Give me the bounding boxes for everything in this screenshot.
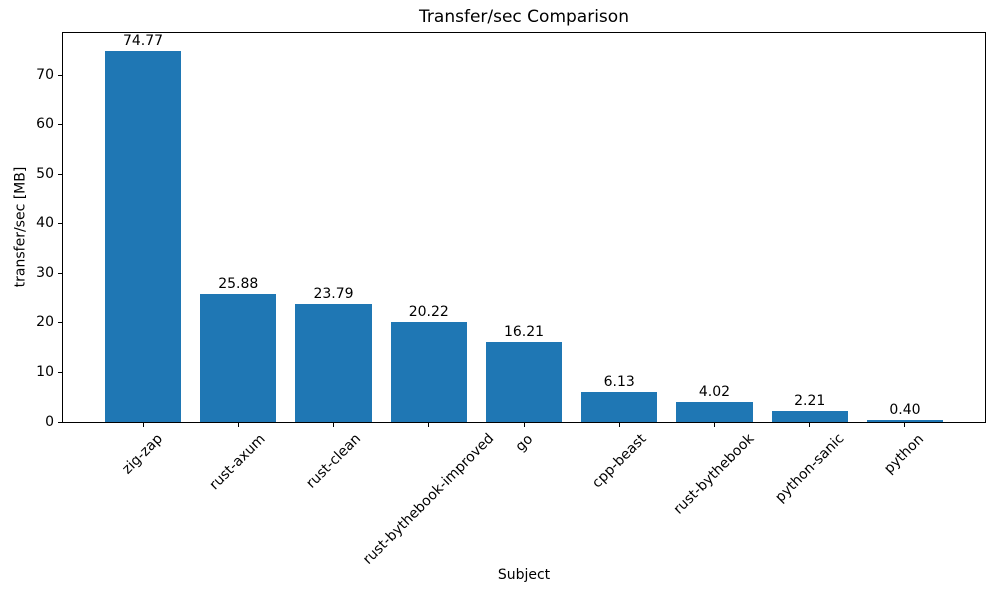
bar-value-label: 6.13 xyxy=(603,373,635,390)
x-tick-mark xyxy=(618,422,620,427)
bar-value-label: 25.88 xyxy=(218,275,259,292)
y-tick-label: 70 xyxy=(36,66,54,83)
x-tick-label: rust-axum xyxy=(206,431,269,494)
y-tick-mark xyxy=(58,223,62,225)
chart-bar xyxy=(485,341,563,422)
chart-bar xyxy=(771,411,848,422)
chart-bar xyxy=(581,391,658,422)
y-tick-mark xyxy=(58,272,62,274)
bar-value-label: 16.21 xyxy=(503,323,545,340)
bar-value-label: 2.21 xyxy=(794,393,826,410)
y-tick-mark xyxy=(58,124,62,126)
chart-bar xyxy=(390,321,467,422)
bar-value-label: 74.77 xyxy=(122,33,164,50)
x-tick-label: rust-bythebook-improved xyxy=(359,430,497,569)
y-tick-mark xyxy=(58,74,62,76)
y-tick-label: 0 xyxy=(45,413,54,430)
plot-area: 74.77 zig-zap 25.88 rust-axum 23.79 rust-clea… xyxy=(36,32,986,568)
y-tick-label: 30 xyxy=(36,264,54,281)
x-tick-label: cpp-beast xyxy=(588,430,650,492)
chart-bar xyxy=(866,420,944,422)
x-tick-mark xyxy=(142,422,144,427)
chart-bar xyxy=(200,293,277,422)
chart-bar xyxy=(295,304,372,422)
chart-bar xyxy=(104,51,182,422)
y-tick-label: 60 xyxy=(36,116,54,133)
y-tick-mark xyxy=(58,173,62,175)
x-tick-label: python xyxy=(881,430,928,477)
y-tick-label: 10 xyxy=(36,363,54,380)
x-tick-mark xyxy=(237,422,239,427)
x-axis-label: Subject xyxy=(497,567,551,583)
y-tick-label: 50 xyxy=(36,165,54,182)
x-tick-label: rust-bythebook xyxy=(670,431,758,518)
x-tick-mark xyxy=(904,422,906,427)
y-tick-mark xyxy=(58,371,62,373)
y-tick-label: 40 xyxy=(36,215,54,232)
x-tick-label: go xyxy=(512,430,536,455)
chart-title: Transfer/sec Comparison xyxy=(419,7,629,27)
bar-value-label: 20.22 xyxy=(408,303,449,320)
y-tick-label: 20 xyxy=(36,314,54,331)
bar-value-label: 0.40 xyxy=(889,402,921,419)
x-tick-mark xyxy=(713,422,715,427)
x-tick-label: zig-zap xyxy=(119,430,166,478)
bar-value-label: 4.02 xyxy=(698,384,731,401)
x-tick-label: python-sanic xyxy=(771,430,848,507)
bar-value-label: 23.79 xyxy=(313,286,354,303)
x-tick-mark xyxy=(523,422,525,427)
y-tick-mark xyxy=(58,421,62,423)
chart-bar xyxy=(676,402,753,422)
y-tick-mark xyxy=(58,322,62,324)
x-tick-mark xyxy=(333,422,334,427)
x-tick-label: rust-clean xyxy=(302,430,364,492)
x-tick-mark xyxy=(809,422,811,427)
x-tick-mark xyxy=(428,422,430,427)
